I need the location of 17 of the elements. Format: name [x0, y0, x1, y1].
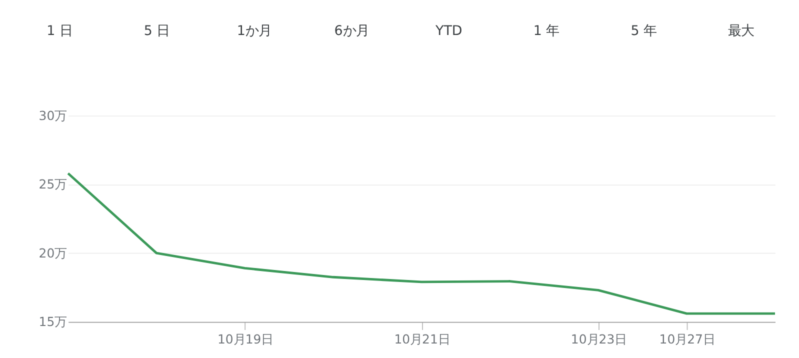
y-tick-label: 30万	[38, 108, 67, 123]
x-tick-label: 10月23日	[570, 331, 627, 346]
line-series	[66, 172, 776, 315]
x-tick-label: 10月19日	[217, 331, 274, 346]
text: 6か月	[334, 24, 369, 40]
x-tick-label: 10月21日	[394, 331, 450, 346]
text: 5 年	[630, 24, 657, 40]
text: YTD	[434, 24, 462, 40]
x-tick-label: 10月27日	[659, 331, 715, 346]
y-tick-label: 15万	[38, 314, 67, 330]
text: 1 年	[533, 24, 560, 40]
y-tick-label: 25万	[38, 176, 67, 192]
y-tick-label: 20万	[38, 245, 67, 260]
text: 5 日	[144, 24, 170, 40]
text: 1 日	[46, 24, 72, 40]
text: 最大	[728, 24, 754, 40]
text: 1か月	[236, 24, 272, 40]
